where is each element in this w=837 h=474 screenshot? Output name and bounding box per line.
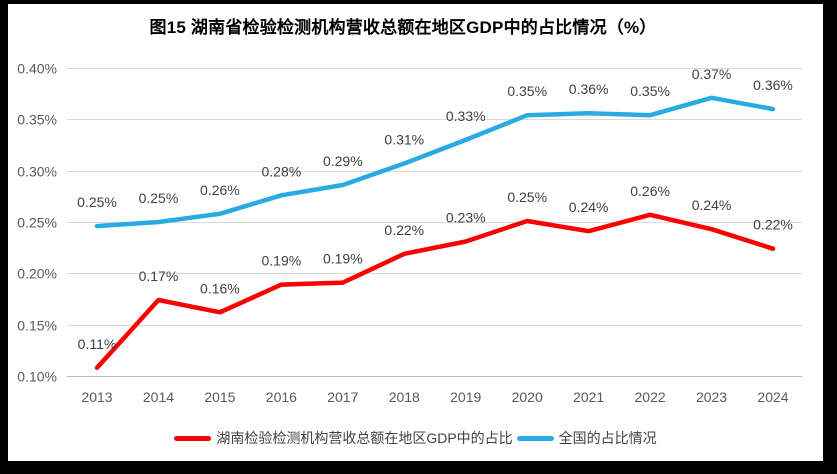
legend-marker-red-line [174, 435, 212, 441]
data-label: 0.19% [323, 251, 363, 267]
series-line-national [94, 95, 776, 229]
y-tick-label: 0.25% [17, 215, 57, 231]
y-tick-label: 0.10% [17, 369, 57, 385]
y-tick-label: 0.15% [17, 318, 57, 334]
data-label: 0.17% [139, 268, 179, 284]
x-tick-label: 2019 [450, 389, 481, 405]
data-label: 0.28% [262, 163, 302, 179]
y-tick-label: 0.40% [17, 61, 57, 77]
x-tick-label: 2016 [266, 389, 297, 405]
data-label: 0.16% [200, 280, 240, 296]
x-tick-label: 2013 [81, 389, 112, 405]
data-label: 0.36% [753, 77, 793, 93]
y-tick-label: 0.30% [17, 164, 57, 180]
data-label: 0.37% [692, 66, 732, 82]
data-label: 0.36% [569, 81, 609, 97]
x-tick-label: 2024 [757, 389, 788, 405]
series-line-hunan [94, 212, 776, 371]
data-label: 0.31% [384, 132, 424, 148]
data-label: 0.11% [78, 336, 117, 352]
data-label: 0.22% [753, 217, 793, 233]
x-tick-label: 2021 [573, 389, 604, 405]
legend-label-national: 全国的占比情况 [558, 430, 657, 446]
data-label: 0.25% [507, 189, 547, 205]
x-tick-label: 2018 [389, 389, 420, 405]
data-label: 0.25% [139, 190, 179, 206]
y-tick-label: 0.20% [17, 266, 57, 282]
data-label: 0.24% [692, 197, 732, 213]
x-tick-label: 2022 [635, 389, 666, 405]
data-label: 0.22% [384, 222, 424, 238]
legend-label-hunan: 湖南检验检测机构营收总额在地区GDP中的占比 [216, 430, 513, 446]
x-tick-label: 2017 [327, 389, 358, 405]
x-tick-label: 2020 [512, 389, 543, 405]
x-tick-label: 2014 [143, 389, 174, 405]
data-label: 0.23% [446, 210, 486, 226]
x-tick-label: 2023 [696, 389, 727, 405]
data-label: 0.25% [77, 194, 117, 210]
legend-item-hunan: 湖南检验检测机构营收总额在地区GDP中的占比 [174, 428, 513, 448]
chart-title: 图15 湖南省检验检测机构营收总额在地区GDP中的占比情况（%） [149, 18, 657, 37]
data-label: 0.19% [262, 253, 302, 269]
y-tick-label: 0.35% [17, 112, 57, 128]
legend-marker-blue-line [516, 435, 554, 441]
data-label: 0.24% [569, 199, 609, 215]
data-label: 0.35% [507, 83, 547, 99]
data-label: 0.29% [323, 153, 363, 169]
data-label: 0.26% [200, 182, 240, 198]
chart-panel [8, 4, 823, 461]
x-tick-label: 2015 [204, 389, 235, 405]
legend-item-national: 全国的占比情况 [516, 428, 657, 448]
legend: 湖南检验检测机构营收总额在地区GDP中的占比 全国的占比情况 [8, 428, 823, 448]
data-label: 0.33% [446, 108, 486, 124]
data-label: 0.26% [630, 183, 670, 199]
data-label: 0.35% [630, 83, 670, 99]
